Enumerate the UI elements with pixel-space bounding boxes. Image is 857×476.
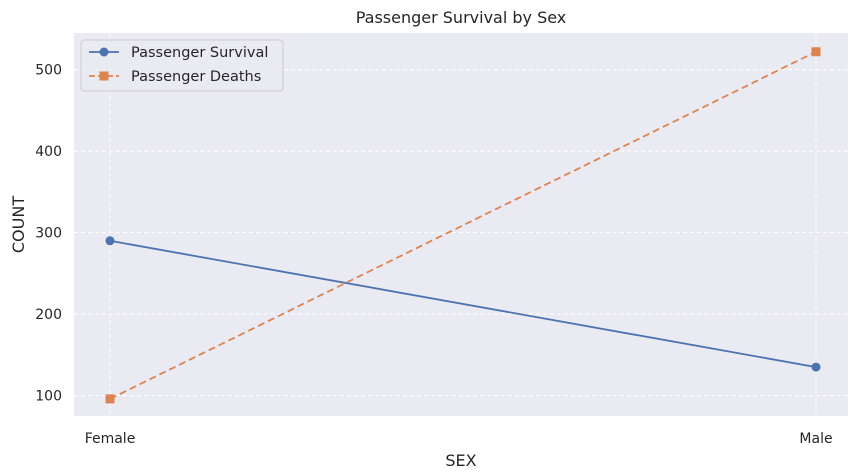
x-axis-ticks: Female Male [85,431,833,447]
series-passenger-deaths [105,47,821,404]
y-tick-label: 100 [35,389,62,405]
legend-marker [99,47,109,57]
legend-label: Passenger Survival [131,45,268,61]
series-passenger-survival [105,236,821,372]
x-tick-label: Female [85,431,136,447]
legend-entries: Passenger Survival Passenger Deaths [89,45,268,85]
legend-label: Passenger Deaths [131,69,261,85]
grid-lines [74,33,848,416]
legend-entry: Passenger Survival [89,45,268,61]
y-axis-title: COUNT [9,196,28,253]
series-layer [105,47,821,404]
legend-entry: Passenger Deaths [89,69,261,85]
y-tick-label: 400 [35,144,62,160]
data-point [105,394,115,404]
legend-marker [99,71,109,81]
data-point [105,236,115,246]
y-tick-label: 200 [35,307,62,323]
series-line [109,239,817,368]
series-line [109,50,817,400]
legend: Passenger Survival Passenger Deaths [80,39,284,92]
y-tick-label: 300 [35,226,62,242]
data-point [811,362,821,372]
y-axis-ticks: 100 200 300 400 500 [35,63,62,405]
data-point [811,47,821,57]
legend-box [80,39,284,92]
y-tick-label: 500 [35,63,62,79]
x-axis-title: SEX [445,451,476,470]
x-tick-label: Male [799,431,832,447]
chart-title: Passenger Survival by Sex [356,8,567,27]
